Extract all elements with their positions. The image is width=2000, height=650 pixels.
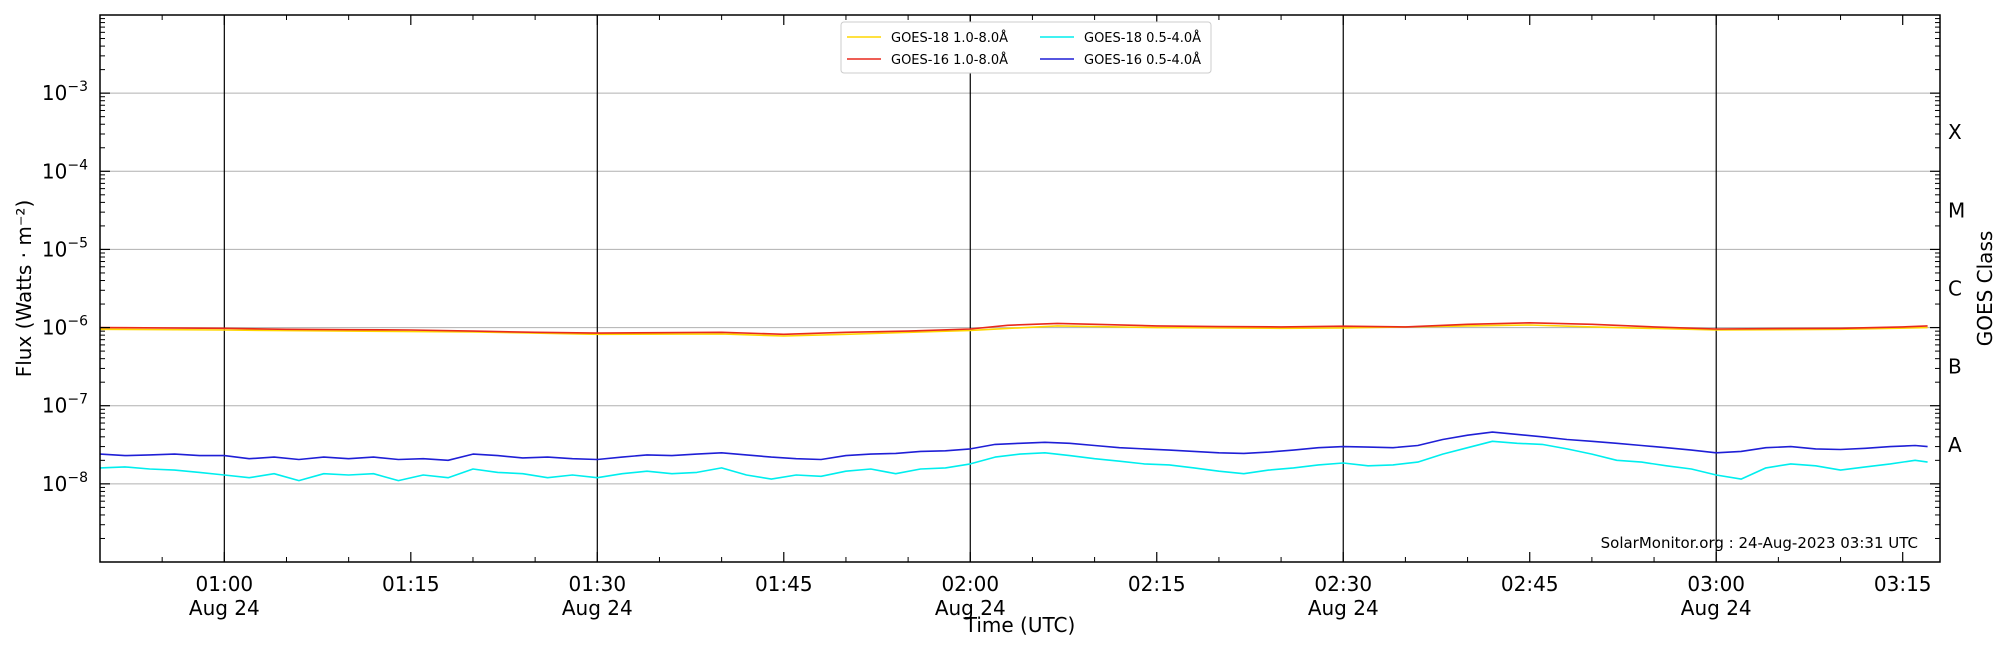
y-tick-label: 10−8 [42, 470, 88, 496]
legend-entry-label: GOES-18 0.5-4.0Å [1084, 30, 1201, 46]
x-tick-label: 02:45 [1501, 572, 1559, 596]
goes-class-labels: A B C M X [1948, 120, 1965, 457]
series-line [99, 321, 1928, 336]
y-tick-label: 10−5 [42, 235, 88, 261]
x-tick-label: 03:00 [1687, 572, 1745, 596]
credit-text: SolarMonitor.org : 24-Aug-2023 03:31 UTC [1601, 534, 1918, 552]
goes-class-label: A [1948, 433, 1962, 457]
x-tick-label: 01:45 [755, 572, 813, 596]
tick-layer [99, 15, 1940, 562]
x-tick-date-label: Aug 24 [189, 596, 260, 620]
series-line [99, 431, 1928, 462]
y-tick-label: 10−7 [42, 392, 88, 418]
y-axis-title: Flux (Watts · m⁻²) [12, 200, 36, 378]
y-tick-label: 10−4 [42, 157, 88, 183]
legend: GOES-18 1.0-8.0Å GOES-16 1.0-8.0Å GOES-18 … [840, 21, 1212, 74]
y2-axis-title: GOES Class [1973, 231, 1997, 347]
legend-entry-label: GOES-16 0.5-4.0Å [1084, 52, 1201, 68]
x-tick-date-label: Aug 24 [1681, 596, 1752, 620]
series-layer [99, 321, 1928, 482]
x-tick-label: 03:15 [1874, 572, 1932, 596]
goes-class-label: B [1948, 355, 1962, 379]
legend-entry-label: GOES-16 1.0-8.0Å [891, 52, 1008, 68]
y-tick-label: 10−6 [42, 314, 88, 340]
x-tick-date-label: Aug 24 [935, 596, 1006, 620]
x-tick-date-label: Aug 24 [562, 596, 633, 620]
x-tick-label: 02:15 [1128, 572, 1186, 596]
legend-box [840, 21, 1212, 74]
legend-entry-label: GOES-18 1.0-8.0Å [891, 30, 1008, 46]
goes-class-label: M [1948, 198, 1965, 222]
x-tick-label: 02:30 [1314, 572, 1372, 596]
x-tick-date-label: Aug 24 [1308, 596, 1379, 620]
plot-frame [99, 14, 1941, 563]
x-tick-label: 01:30 [568, 572, 626, 596]
legend-items: GOES-18 1.0-8.0Å GOES-16 1.0-8.0Å GOES-18 … [847, 30, 1201, 68]
y-tick-labels: 10−8 10−7 10−6 10−5 10−4 10−3 [42, 79, 88, 496]
goes-class-label: C [1948, 277, 1962, 301]
x-tick-label: 02:00 [941, 572, 999, 596]
x-tick-label: 01:00 [196, 572, 254, 596]
y-tick-label: 10−3 [42, 79, 88, 105]
goes-class-label: X [1948, 120, 1962, 144]
vertical-lines-layer [223, 15, 1717, 562]
series-line [99, 440, 1928, 482]
x-tick-label: 01:15 [382, 572, 440, 596]
x-axis-title: Time (UTC) [964, 613, 1076, 637]
